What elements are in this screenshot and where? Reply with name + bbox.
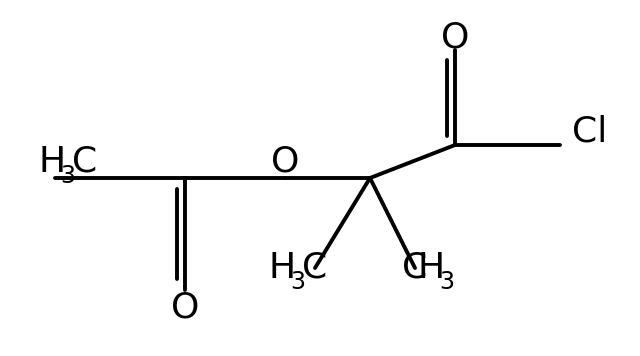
Text: 3: 3 — [440, 270, 454, 294]
Text: H: H — [38, 145, 65, 179]
Text: H: H — [268, 251, 296, 285]
Text: H: H — [417, 251, 445, 285]
Text: 3: 3 — [61, 164, 76, 188]
Text: O: O — [441, 21, 469, 55]
Text: Cl: Cl — [572, 115, 607, 149]
Text: C: C — [302, 251, 328, 285]
Text: O: O — [171, 291, 199, 325]
Text: C: C — [403, 251, 428, 285]
Text: O: O — [271, 145, 299, 179]
Text: 3: 3 — [291, 270, 305, 294]
Text: C: C — [72, 145, 98, 179]
